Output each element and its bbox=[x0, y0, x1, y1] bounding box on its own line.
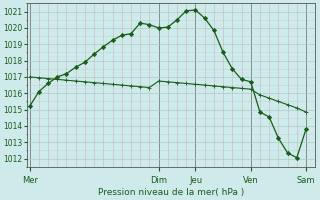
X-axis label: Pression niveau de la mer( hPa ): Pression niveau de la mer( hPa ) bbox=[98, 188, 244, 197]
